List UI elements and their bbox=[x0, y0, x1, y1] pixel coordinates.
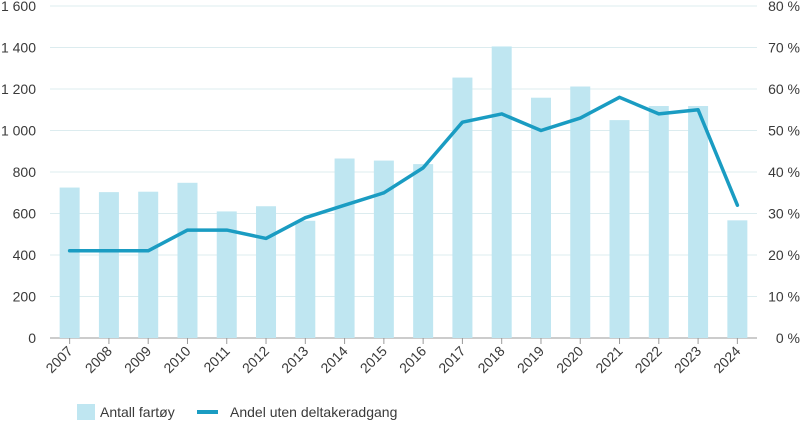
bar-2019 bbox=[530, 97, 551, 338]
bar-2012 bbox=[256, 206, 277, 338]
bar-2018 bbox=[491, 46, 512, 339]
y-right-tick-label: 80 % bbox=[768, 0, 800, 14]
y-left-tick-label: 1 200 bbox=[1, 81, 36, 97]
y-right-tick-label: 0 % bbox=[776, 330, 800, 346]
x-tick-label: 2016 bbox=[396, 343, 429, 376]
bar-2021 bbox=[609, 120, 630, 338]
bar-2007 bbox=[59, 187, 80, 338]
x-tick-label: 2023 bbox=[671, 343, 704, 376]
bar-2013 bbox=[295, 220, 316, 338]
gridlines bbox=[50, 5, 757, 339]
bar-2010 bbox=[177, 182, 198, 338]
bar-2024 bbox=[727, 220, 748, 338]
bar-2009 bbox=[138, 191, 159, 338]
bar-2020 bbox=[570, 86, 591, 338]
y-left-tick-label: 0 bbox=[28, 330, 36, 346]
x-tick-label: 2020 bbox=[553, 343, 586, 376]
y-right-tick-label: 30 % bbox=[768, 206, 800, 222]
x-tick-label: 2011 bbox=[200, 343, 233, 376]
x-tick-label: 2007 bbox=[42, 343, 75, 376]
line-andel bbox=[67, 95, 740, 253]
y-right-tick-label: 20 % bbox=[768, 247, 800, 263]
x-tick-label: 2008 bbox=[82, 343, 115, 376]
y-right-tick-label: 10 % bbox=[768, 289, 800, 305]
y-right-tick-label: 40 % bbox=[768, 164, 800, 180]
x-tick-label: 2019 bbox=[514, 343, 547, 376]
y-left-tick-label: 1 400 bbox=[1, 40, 36, 56]
bar-2011 bbox=[216, 211, 237, 338]
bar-2015 bbox=[373, 160, 394, 338]
x-axis: 2007 2008 2009 2010 2011 2012 2013 2014 2015 2016… bbox=[42, 338, 744, 376]
y-axis-right: 0 % 10 % 20 % 30 % 40 % 50 % 60 % 70 % 80 % bbox=[768, 0, 800, 346]
x-tick-label: 2009 bbox=[121, 343, 154, 376]
line-series bbox=[67, 95, 740, 253]
x-tick-label: 2022 bbox=[632, 343, 665, 376]
legend: Antall fartøy Andel uten deltakeradgang bbox=[77, 404, 397, 420]
y-left-tick-label: 600 bbox=[13, 206, 37, 222]
x-tick-label: 2012 bbox=[239, 343, 272, 376]
x-tick-label: 2024 bbox=[710, 343, 743, 376]
x-tick-label: 2010 bbox=[160, 343, 193, 376]
y-left-tick-label: 1 000 bbox=[1, 123, 36, 139]
y-right-tick-label: 50 % bbox=[768, 123, 800, 139]
legend-swatch-bars bbox=[77, 404, 95, 420]
legend-label-line: Andel uten deltakeradgang bbox=[230, 404, 397, 420]
x-tick-label: 2018 bbox=[474, 343, 507, 376]
x-tick-label: 2015 bbox=[357, 343, 390, 376]
bar-2022 bbox=[648, 106, 669, 338]
bar-2016 bbox=[413, 164, 434, 338]
x-tick-label: 2014 bbox=[317, 343, 350, 376]
y-right-tick-label: 60 % bbox=[768, 81, 800, 97]
y-left-tick-label: 200 bbox=[13, 289, 37, 305]
bar-2017 bbox=[452, 77, 473, 339]
bar-2008 bbox=[98, 192, 119, 338]
bar-2023 bbox=[688, 106, 709, 338]
y-right-tick-label: 70 % bbox=[768, 40, 800, 56]
x-tick-label: 2017 bbox=[435, 343, 468, 376]
y-axis-left: 0 200 400 600 800 1 000 1 200 1 400 1 600 bbox=[1, 0, 36, 346]
x-tick-label: 2021 bbox=[592, 343, 625, 376]
bar-2014 bbox=[334, 158, 355, 338]
y-left-tick-label: 800 bbox=[13, 164, 37, 180]
legend-label-bars: Antall fartøy bbox=[100, 404, 175, 420]
y-left-tick-label: 400 bbox=[13, 247, 37, 263]
bar-series bbox=[59, 46, 748, 339]
y-left-tick-label: 1 600 bbox=[1, 0, 36, 14]
x-tick-label: 2013 bbox=[278, 343, 311, 376]
